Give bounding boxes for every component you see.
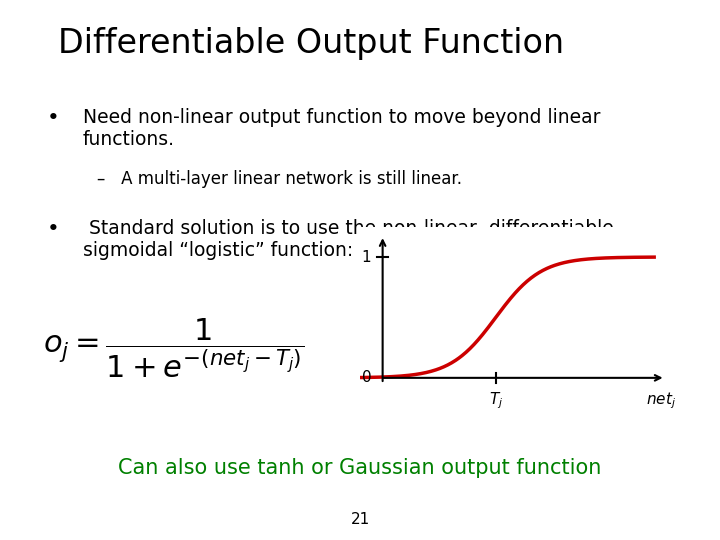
Text: Can also use tanh or Gaussian output function: Can also use tanh or Gaussian output fun… [118,458,602,478]
Text: $o_j = \dfrac{1}{1+e^{-(net_j - T_j)}}$: $o_j = \dfrac{1}{1+e^{-(net_j - T_j)}}$ [43,316,305,380]
Text: Need non-linear output function to move beyond linear
functions.: Need non-linear output function to move … [83,108,600,149]
Text: 1: 1 [361,249,372,265]
Text: Differentiable Output Function: Differentiable Output Function [58,27,564,60]
Text: •: • [47,219,60,239]
Text: $T_j$: $T_j$ [489,390,503,410]
Text: –   A multi-layer linear network is still linear.: – A multi-layer linear network is still … [97,170,462,188]
Text: •: • [47,108,60,128]
Text: 21: 21 [351,511,369,526]
Text: Standard solution is to use the non-linear, differentiable
sigmoidal “logistic” : Standard solution is to use the non-line… [83,219,613,260]
Text: $net_j$: $net_j$ [646,390,676,410]
Text: 0: 0 [361,370,372,386]
